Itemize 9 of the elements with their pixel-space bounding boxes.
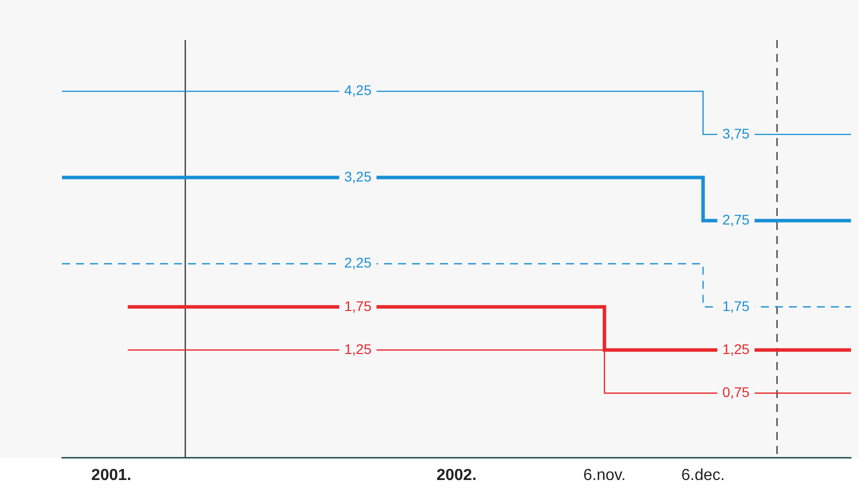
x-tick-label: 6.nov.	[583, 466, 626, 484]
x-tick-label: 2002.	[436, 466, 477, 484]
data-label: 0,75	[722, 384, 750, 400]
data-label: 1,75	[722, 298, 750, 314]
data-label: 3,75	[722, 125, 750, 142]
data-label: 4,25	[344, 82, 372, 98]
x-tick-label: 6.dec.	[681, 466, 725, 484]
x-tick-label: 2001.	[91, 466, 132, 484]
data-label: 2,25	[344, 254, 372, 271]
